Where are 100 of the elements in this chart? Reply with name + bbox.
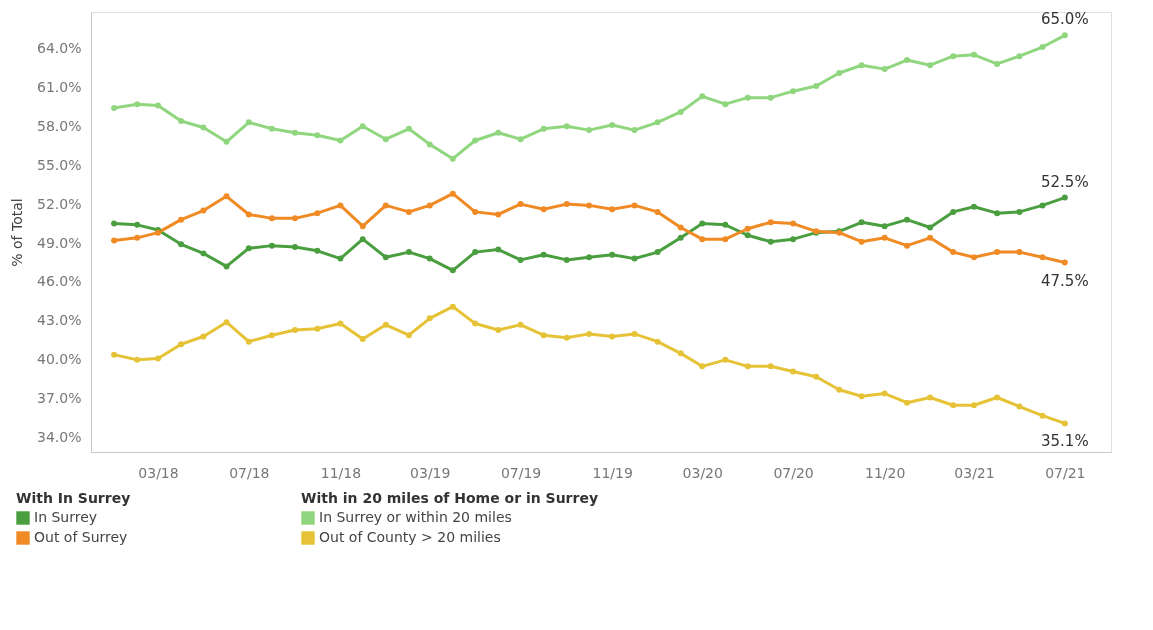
legend-label: In Surrey — [34, 509, 98, 525]
point — [200, 124, 207, 131]
point — [178, 341, 185, 348]
y-tick-label: 37.0% — [37, 390, 82, 407]
point — [609, 206, 616, 213]
point — [449, 155, 456, 162]
point — [609, 121, 616, 128]
point — [382, 321, 389, 328]
point — [111, 237, 118, 244]
point — [517, 321, 524, 328]
point — [359, 336, 366, 343]
point — [1039, 44, 1046, 51]
point — [1061, 194, 1068, 201]
point — [971, 254, 978, 261]
x-tick-label: 07/20 — [773, 464, 814, 481]
point — [994, 60, 1001, 67]
point — [337, 320, 344, 327]
point — [268, 215, 275, 222]
point — [813, 373, 820, 380]
point — [155, 355, 162, 362]
point — [699, 93, 706, 100]
legend-label: In Surrey or within 20 miles — [319, 509, 512, 525]
point — [994, 249, 1001, 256]
point — [1016, 403, 1023, 410]
point — [722, 101, 729, 108]
point — [790, 368, 797, 375]
point — [314, 325, 321, 332]
x-tick-label: 11/20 — [864, 464, 906, 481]
point — [426, 315, 433, 322]
point — [200, 207, 207, 214]
point — [631, 202, 638, 209]
point — [405, 249, 412, 256]
point — [654, 208, 661, 215]
point — [1061, 32, 1068, 39]
point — [858, 219, 865, 226]
point — [1016, 53, 1023, 60]
point — [495, 327, 502, 333]
point — [699, 236, 706, 243]
point — [314, 210, 321, 217]
point — [449, 267, 456, 274]
point — [178, 118, 185, 125]
point — [1016, 208, 1023, 215]
point — [337, 137, 344, 144]
point — [881, 223, 888, 230]
point — [292, 327, 298, 333]
point — [744, 363, 751, 370]
point — [540, 206, 547, 213]
point — [904, 242, 910, 249]
x-tick-label: 03/19 — [410, 464, 451, 481]
point — [767, 94, 774, 101]
point — [292, 129, 298, 136]
y-tick-label: 64.0% — [37, 39, 82, 56]
point — [540, 125, 547, 132]
point — [699, 220, 706, 227]
point — [950, 53, 957, 60]
point — [292, 243, 298, 250]
point — [654, 338, 661, 345]
point — [654, 249, 661, 256]
point — [540, 251, 547, 258]
text: With in 20 miles of Home or in Surrey — [301, 490, 599, 506]
point — [111, 105, 118, 112]
point — [904, 216, 910, 223]
point — [178, 216, 185, 223]
point — [586, 254, 593, 261]
point — [1039, 254, 1046, 261]
point — [950, 402, 957, 409]
data-label: 52.5% — [1041, 172, 1089, 191]
point — [1061, 259, 1068, 266]
point — [927, 394, 934, 401]
point — [223, 263, 230, 270]
data-label: 65.0% — [1041, 10, 1089, 29]
point — [586, 330, 593, 337]
point — [359, 123, 366, 130]
point — [631, 255, 638, 262]
point — [609, 251, 616, 258]
point — [677, 234, 684, 241]
point — [1039, 412, 1046, 419]
point — [472, 208, 479, 215]
point — [950, 249, 957, 256]
point — [426, 202, 433, 209]
point — [881, 234, 888, 241]
point — [495, 246, 502, 253]
point — [586, 202, 593, 209]
point — [245, 119, 252, 126]
point — [881, 66, 888, 73]
y-tick-label: 46.0% — [37, 273, 82, 290]
data-label: 35.1% — [1041, 432, 1089, 451]
y-axis-title: % of Total — [9, 198, 26, 267]
point — [971, 203, 978, 210]
point — [836, 70, 843, 76]
point — [744, 232, 751, 239]
point — [178, 241, 185, 248]
point — [268, 332, 275, 339]
point — [472, 137, 479, 144]
point — [563, 201, 570, 208]
point — [767, 219, 774, 226]
point — [155, 102, 162, 109]
point — [495, 211, 502, 218]
x-tick-label: 07/21 — [1045, 464, 1086, 481]
text: With In Surrey — [16, 490, 131, 506]
